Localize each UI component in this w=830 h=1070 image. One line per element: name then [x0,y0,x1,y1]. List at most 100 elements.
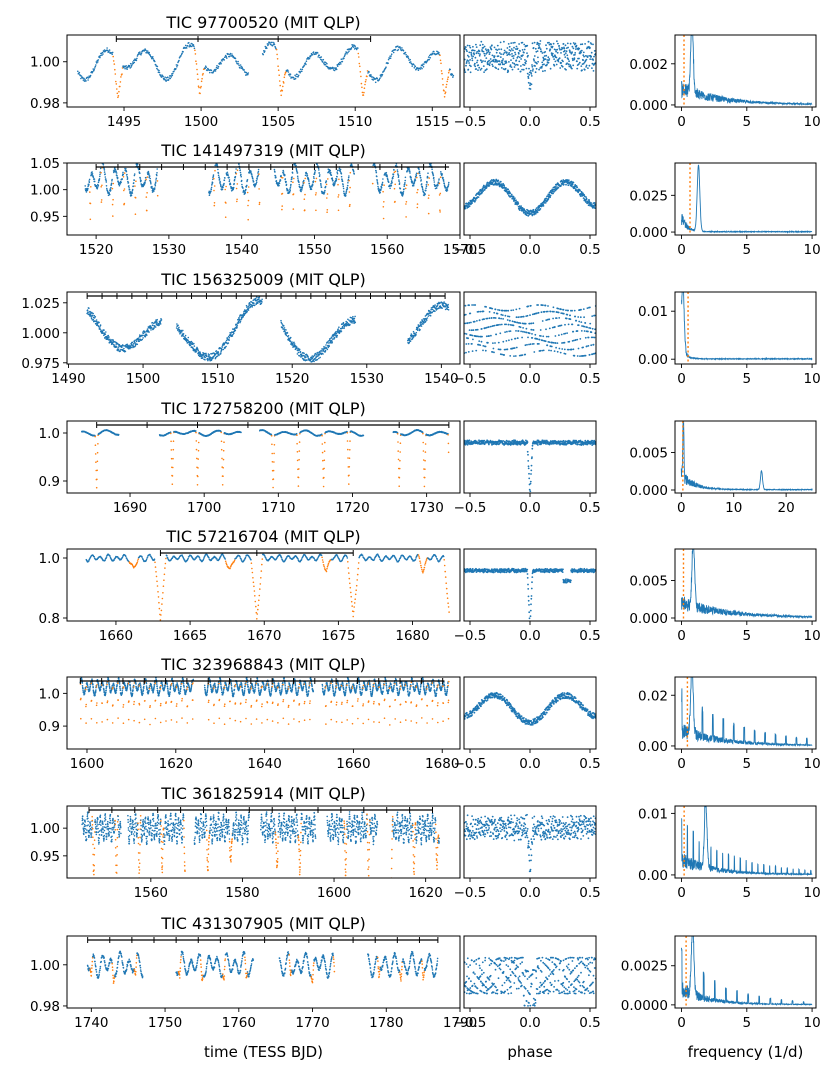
time-xtick-label: 1550 [297,242,331,258]
data-point [240,64,242,66]
data-point [103,329,105,331]
data-point [410,177,412,179]
data-point [446,84,448,86]
data-point [320,183,322,185]
data-point [123,348,125,350]
phase-point [528,74,530,76]
data-point [193,44,195,46]
phase-point [592,59,594,61]
phase-point [588,337,590,339]
data-point [146,210,148,212]
data-point [156,319,158,321]
phase-points [463,40,596,90]
data-point [221,349,223,351]
phase-point [552,318,554,320]
data-point [411,65,413,67]
phase-point [538,312,540,314]
phase-point [517,48,519,50]
phase-point [483,311,485,313]
data-point [365,81,367,83]
data-point [106,188,108,190]
data-point [303,182,305,184]
data-point [313,180,315,182]
data-point [113,183,115,185]
data-point [422,187,424,189]
phase-point [482,350,484,352]
phase-point [594,50,596,52]
data-point [128,187,130,189]
data-point [437,184,439,186]
data-point [336,69,338,71]
phase-point [473,54,475,56]
data-point [359,66,361,68]
data-point [133,182,135,184]
data-point [447,189,449,191]
phase-point [564,342,566,344]
phase-point [572,46,574,48]
data-point [404,183,406,185]
data-point [217,355,219,357]
data-point [338,194,340,196]
data-point [325,64,327,66]
phase-point [545,340,547,342]
data-point [354,45,356,47]
data-point [405,188,407,190]
phase-point [479,55,481,57]
phase-point [554,350,556,352]
phase-point [508,43,510,45]
phase-point [499,324,501,326]
data-point [326,180,328,182]
phase-point [592,63,594,65]
data-point [433,179,435,181]
data-point [378,189,380,191]
phase-point [586,59,588,61]
data-point [368,71,370,73]
lightcurve-row-4: TIC 172758200 (MIT QLP)1690 1700 1710 1720 1… [39,399,816,516]
phase-point [489,317,491,319]
data-point [353,171,355,173]
data-point [273,42,275,44]
data-point [292,181,294,183]
data-point [161,319,163,321]
phase-point [517,202,519,204]
phase-point [511,66,513,68]
data-point [256,180,258,182]
data-point [111,183,113,185]
data-point [334,184,336,186]
phase-point [557,351,559,353]
phase-point [485,57,487,59]
data-point [79,72,81,74]
data-point [97,452,99,454]
data-point [124,172,126,174]
phase-point [515,54,517,56]
phase-point [477,60,479,62]
phase-point [550,44,552,46]
data-point [442,173,444,175]
data-point [397,169,399,171]
data-point [391,185,393,187]
data-point [294,161,296,163]
data-point [431,169,433,171]
data-point [133,179,135,181]
phase-points [463,304,596,357]
phase-point [545,328,547,330]
data-point [426,186,428,188]
data-point [413,331,415,333]
phase-point [583,56,585,58]
periodogram-curve [682,20,813,105]
data-point [297,176,299,178]
phase-point [504,331,506,333]
phase-point [569,315,571,317]
phase-point [517,68,519,70]
data-point [92,173,94,175]
phase-point [514,66,516,68]
data-point [94,181,96,183]
data-point [445,187,447,189]
phase-point [526,45,528,47]
phase-point [478,311,480,313]
data-point [442,177,444,179]
phase-point [542,52,544,54]
data-point [177,64,179,66]
data-point [247,192,249,194]
phase-point [524,59,526,61]
